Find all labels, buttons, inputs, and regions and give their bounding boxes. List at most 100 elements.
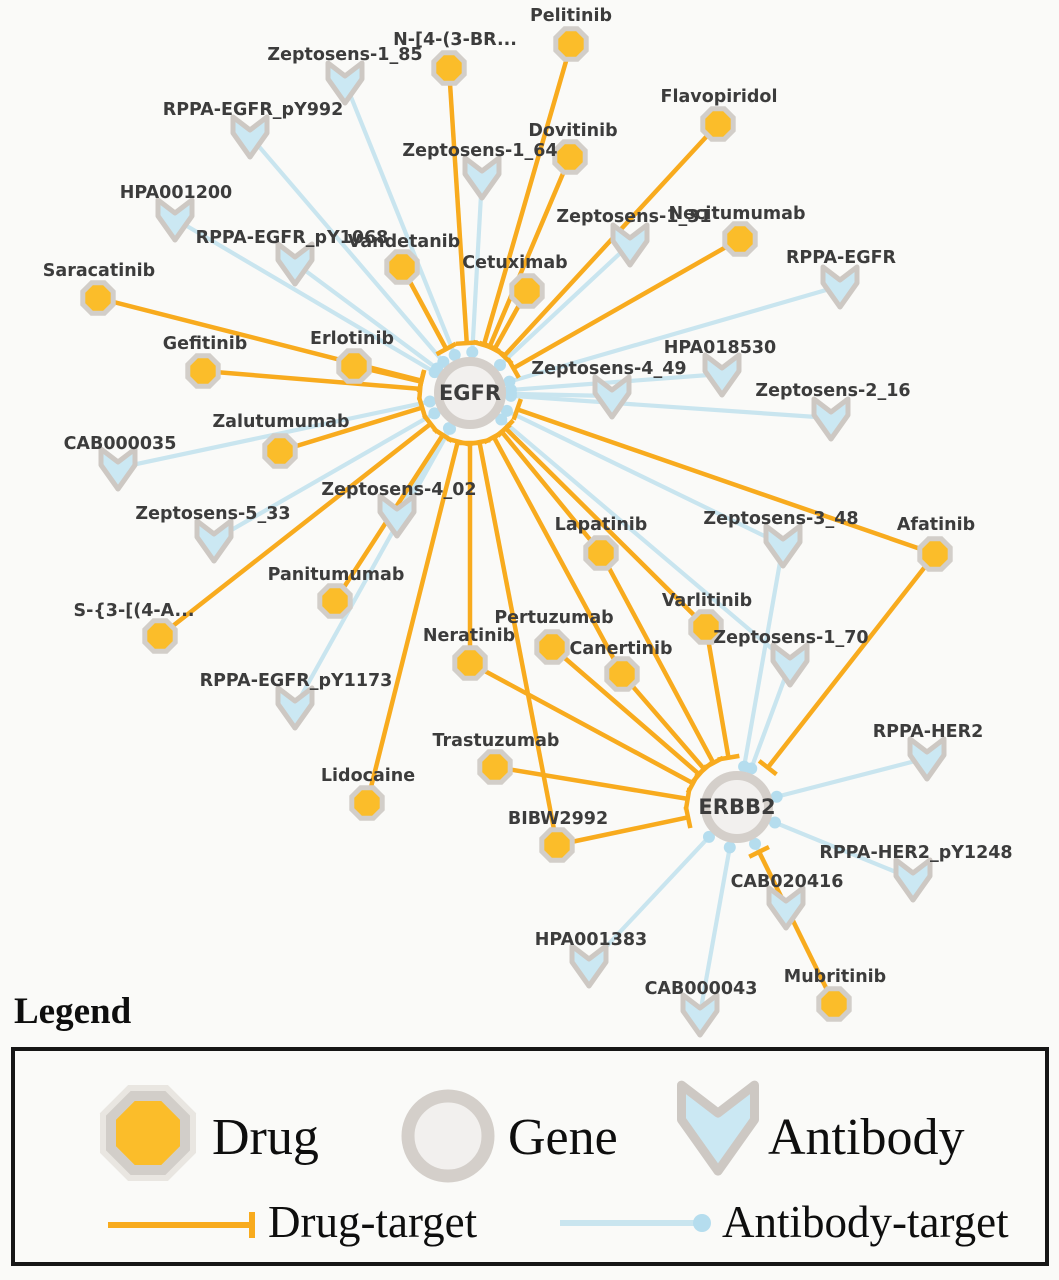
antibody-node-rppa-her2_py1248 bbox=[893, 857, 933, 903]
antibody-node-zeptosens-5_33 bbox=[194, 518, 234, 564]
antibody-node-cab000035 bbox=[98, 446, 138, 492]
node-label-pelitinib: Pelitinib bbox=[530, 6, 612, 26]
drug-gene-antibody-network: EGFR ERBB2 Pelitinib N-[4-(3-BR... Flavopiri… bbox=[43, 6, 1013, 1038]
node-label-cab020416: CAB020416 bbox=[731, 872, 844, 892]
antibody-target-edge-rppa-egfr-egfr bbox=[508, 283, 841, 384]
edge-tee-afatinib-egfr bbox=[511, 398, 523, 421]
edge-tee-afatinib-erbb2 bbox=[757, 759, 778, 777]
edge-dot-rppa-her2_py1248-erbb2 bbox=[768, 816, 781, 829]
drug-target-edge-n4-3-br-egfr bbox=[446, 67, 470, 344]
drug-node-panitumumab bbox=[317, 583, 353, 619]
node-label-gefitinib: Gefitinib bbox=[163, 334, 248, 354]
node-label-trastuzumab: Trastuzumab bbox=[433, 731, 560, 751]
legend-drug-target-label: Drug-target bbox=[268, 1197, 478, 1247]
node-label-vandetanib: Vandetanib bbox=[348, 232, 460, 252]
antibody-node-cab000043 bbox=[680, 992, 720, 1038]
antibody-target-edge-rppa-egfr_py1173-egfr bbox=[293, 427, 452, 709]
antibody-target-edge-zeptosens-3_48-erbb2 bbox=[742, 544, 786, 767]
edge-dot-zeptosens-2_16-egfr bbox=[504, 389, 517, 402]
drug-node-mubritinib bbox=[816, 986, 852, 1022]
legend-box bbox=[11, 1047, 1049, 1266]
node-label-hpa001383: HPA001383 bbox=[535, 930, 647, 950]
antibody-target-edge-rppa-her2_py1248-erbb2 bbox=[774, 820, 914, 881]
gene-label-erbb2: ERBB2 bbox=[698, 795, 775, 819]
drug-target-edge-bibw2992-egfr bbox=[477, 441, 560, 846]
antibody-target-edge-hpa001200-egfr bbox=[173, 217, 436, 374]
edge-tee-cetuximab-egfr bbox=[483, 342, 506, 357]
drug-node-necitumumab bbox=[722, 221, 758, 257]
edge-dot-zeptosens-1_31-egfr bbox=[494, 359, 507, 372]
node-label-rppa-her2_py1248: RPPA-HER2_pY1248 bbox=[819, 843, 1012, 863]
drug-node-n4-3-br bbox=[431, 50, 467, 86]
node-label-zeptosens-2_16: Zeptosens-2_16 bbox=[755, 381, 910, 401]
node-label-zeptosens-4_02: Zeptosens-4_02 bbox=[321, 480, 476, 500]
edge-tee-bibw2992-egfr bbox=[468, 437, 491, 447]
drug-node-gefitinib bbox=[185, 353, 221, 389]
drug-target-edge-mubritinib-erbb2 bbox=[757, 850, 837, 1005]
drug-target-edge-bibw2992-erbb2 bbox=[556, 815, 689, 848]
antibody-target-edge-rppa-egfr_py992-egfr bbox=[248, 134, 445, 364]
legend-title: Legend bbox=[14, 991, 132, 1032]
drug-node-lapatinib bbox=[583, 535, 619, 571]
antibody-node-hpa001200 bbox=[155, 197, 195, 243]
node-label-zeptosens-3_48: Zeptosens-3_48 bbox=[703, 509, 858, 529]
node-label-cetuximab: Cetuximab bbox=[462, 253, 567, 273]
drug-node-pelitinib bbox=[553, 26, 589, 62]
legend-gene-label: Gene bbox=[508, 1109, 618, 1166]
gene-node-egfr: EGFR bbox=[434, 357, 506, 429]
drug-target-edge-lidocaine-egfr bbox=[364, 440, 460, 804]
node-label-flavopiridol: Flavopiridol bbox=[661, 87, 778, 107]
drug-node-erlotinib bbox=[336, 348, 372, 384]
drug-target-edge-dovitinib-egfr bbox=[487, 156, 573, 348]
edge-tee-zalutumumab-egfr bbox=[416, 396, 428, 419]
drug-target-edge-afatinib-erbb2 bbox=[766, 552, 937, 770]
antibody-node-icon bbox=[677, 1080, 759, 1176]
drug-node-saracatinib bbox=[80, 280, 116, 316]
drug-target-edge-s-3-4-a-egfr bbox=[158, 422, 433, 638]
drug-target-edge-zalutumumab-egfr bbox=[279, 405, 423, 454]
node-label-s-3-4-a: S-{3-[(4-A... bbox=[73, 601, 194, 621]
node-label-cab000035: CAB000035 bbox=[64, 434, 177, 454]
edge-dot-cab000035-egfr bbox=[423, 395, 436, 408]
drug-node-icon bbox=[100, 1085, 196, 1181]
node-label-pertuzumab: Pertuzumab bbox=[494, 608, 613, 628]
node-label-dovitinib: Dovitinib bbox=[528, 121, 617, 141]
drug-node-flavopiridol bbox=[700, 106, 736, 142]
drug-target-edge-varlitinib-erbb2 bbox=[703, 626, 731, 759]
drug-node-varlitinib bbox=[688, 609, 724, 645]
drug-node-trastuzumab bbox=[477, 749, 513, 785]
legend-antibody-label: Antibody bbox=[768, 1109, 965, 1166]
node-label-zeptosens-1_85: Zeptosens-1_85 bbox=[267, 45, 422, 65]
node-label-n4-3-br: N-[4-(3-BR... bbox=[393, 30, 517, 50]
gene-node-icon bbox=[401, 1089, 495, 1183]
antibody-node-zeptosens-1_64 bbox=[462, 155, 502, 201]
antibody-target-edge-icon bbox=[560, 1214, 711, 1232]
antibody-target-edge-zeptosens-2_16-egfr bbox=[510, 393, 832, 421]
node-label-neratinib: Neratinib bbox=[423, 626, 515, 646]
gene-label-egfr: EGFR bbox=[439, 381, 501, 405]
node-label-rppa-egfr_py992: RPPA-EGFR_pY992 bbox=[163, 100, 344, 120]
antibody-target-edge-zeptosens-3_48-egfr bbox=[505, 409, 784, 547]
node-label-zeptosens-4_49: Zeptosens-4_49 bbox=[531, 359, 686, 379]
node-label-erlotinib: Erlotinib bbox=[310, 329, 394, 349]
node-label-hpa018530: HPA018530 bbox=[664, 338, 776, 358]
edge-tee-n4-3-br-egfr bbox=[455, 340, 478, 347]
drug-node-neratinib bbox=[452, 645, 488, 681]
drug-target-edge-pelitinib-egfr bbox=[481, 43, 574, 346]
node-label-afatinib: Afatinib bbox=[897, 515, 975, 535]
antibody-node-rppa-egfr_py1068 bbox=[275, 241, 315, 287]
antibody-target-edge-zeptosens-1_31-egfr bbox=[498, 242, 632, 367]
node-label-zeptosens-5_33: Zeptosens-5_33 bbox=[135, 504, 290, 524]
antibody-target-edge-rppa-egfr_py1068-egfr bbox=[293, 261, 439, 371]
drug-target-edge-gefitinib-egfr bbox=[202, 368, 421, 392]
node-label-canertinib: Canertinib bbox=[570, 639, 673, 659]
edge-dot-cab000043-erbb2 bbox=[723, 841, 736, 854]
antibody-target-edge-zeptosens-1_70-egfr bbox=[499, 417, 792, 666]
edge-dot-rppa-her2-erbb2 bbox=[770, 790, 783, 803]
node-label-zeptosens-1_31: Zeptosens-1_31 bbox=[556, 207, 711, 227]
antibody-node-cab020416 bbox=[766, 885, 806, 931]
edge-dot-zeptosens-5_33-egfr bbox=[428, 407, 441, 420]
antibody-node-zeptosens-2_16 bbox=[811, 396, 851, 442]
node-label-rppa-egfr_py1173: RPPA-EGFR_pY1173 bbox=[200, 671, 393, 691]
